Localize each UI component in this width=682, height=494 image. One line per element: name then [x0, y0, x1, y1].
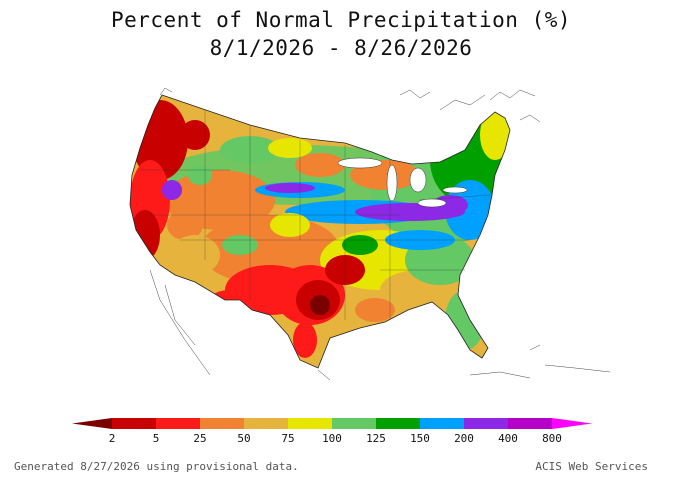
legend-swatch-9 — [464, 418, 509, 429]
legend-swatch-4 — [244, 418, 289, 429]
map-title: Percent of Normal Precipitation (%) — [110, 8, 571, 32]
legend-tick-label: 200 — [454, 432, 474, 445]
legend-swatch-0 — [72, 418, 112, 429]
legend-tick-label: 100 — [322, 432, 342, 445]
us-precip-field — [130, 95, 510, 368]
legend-swatch-6 — [332, 418, 377, 429]
legend-swatch-3 — [200, 418, 245, 429]
legend-tick-label: 5 — [152, 432, 160, 445]
generated-note: Generated 8/27/2026 using provisional da… — [14, 460, 299, 473]
us-outline — [129, 94, 511, 369]
map-date-range: 8/1/2026 - 8/26/2026 — [209, 36, 473, 60]
neighbor-coastlines — [149, 87, 611, 381]
legend-tick-label: 50 — [237, 432, 251, 445]
legend-swatch-8 — [420, 418, 465, 429]
legend-tick-label: 400 — [498, 432, 518, 445]
legend-tick-label: 150 — [410, 432, 430, 445]
source-credit: ACIS Web Services — [535, 460, 648, 473]
legend-tick-label: 25 — [193, 432, 207, 445]
legend-tick-label: 800 — [542, 432, 562, 445]
legend-tick-label: 2 — [108, 432, 116, 445]
precipitation-map — [129, 87, 611, 381]
legend-colorbar — [72, 418, 592, 429]
legend-swatch-7 — [376, 418, 421, 429]
legend-swatch-2 — [156, 418, 201, 429]
legend-tick-label: 75 — [281, 432, 295, 445]
legend-swatch-1 — [112, 418, 157, 429]
legend-tick-label: 125 — [366, 432, 386, 445]
legend-swatch-5 — [288, 418, 333, 429]
great-lakes — [337, 157, 468, 208]
legend-swatch-11 — [552, 418, 592, 429]
legend-swatch-10 — [508, 418, 553, 429]
